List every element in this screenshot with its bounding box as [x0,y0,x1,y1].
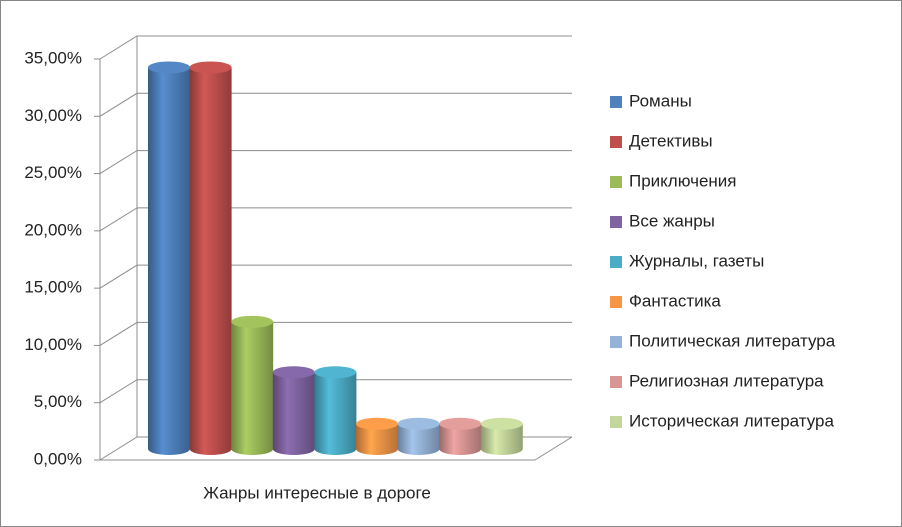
legend-swatch [610,96,622,108]
x-tick-label: Жанры интересные в дороге [203,483,431,502]
bar [231,321,274,455]
floor-edge [534,436,573,461]
legend-label: Все жанры [629,211,715,230]
legend-swatch [610,136,622,148]
grid-line [99,264,572,289]
legend-label: Политическая литература [629,331,836,350]
bar-top [189,61,232,74]
bar-top [272,366,315,379]
bar-top [231,315,274,328]
legend-label: Религиозная литература [629,371,824,390]
bar-top [480,417,523,430]
grid-line [99,207,572,232]
bar [189,67,232,455]
legend-swatch [610,416,622,428]
bar [356,423,398,455]
grid-line [99,92,572,117]
y-tick-label: 0,00% [34,449,82,468]
legend-swatch [610,336,622,348]
legend-label: Детективы [629,131,713,150]
legend-label: Журналы, газеты [629,251,764,270]
legend-label: Фантастика [629,291,721,310]
grid-line [99,150,572,174]
y-tick-label: 10,00% [24,335,82,354]
grid-line [99,379,572,404]
bar-top [439,417,482,430]
bar-top [148,61,190,74]
bar-top [356,417,398,430]
y-tick-label: 5,00% [34,392,82,411]
bar [480,423,523,455]
legend-label: Романы [629,91,692,110]
legend-label: Приключения [629,171,737,190]
bar [439,423,482,455]
bar [397,423,440,455]
bar-top [397,417,440,430]
grid-line [99,35,572,60]
bar [314,372,357,455]
legend-label: Историческая литература [629,411,834,430]
bar [272,372,315,455]
legend-swatch [610,296,622,308]
y-tick-label: 30,00% [24,106,82,125]
legend-swatch [610,176,622,188]
legend-swatch [610,256,622,268]
y-tick-label: 20,00% [24,220,82,239]
legend-swatch [610,376,622,388]
y-tick-label: 15,00% [24,278,82,297]
y-tick-label: 35,00% [24,48,82,67]
y-tick-label: 25,00% [24,163,82,182]
bar [148,67,190,455]
bar-top [314,366,357,379]
grid-line [99,321,572,346]
legend-swatch [610,216,622,228]
